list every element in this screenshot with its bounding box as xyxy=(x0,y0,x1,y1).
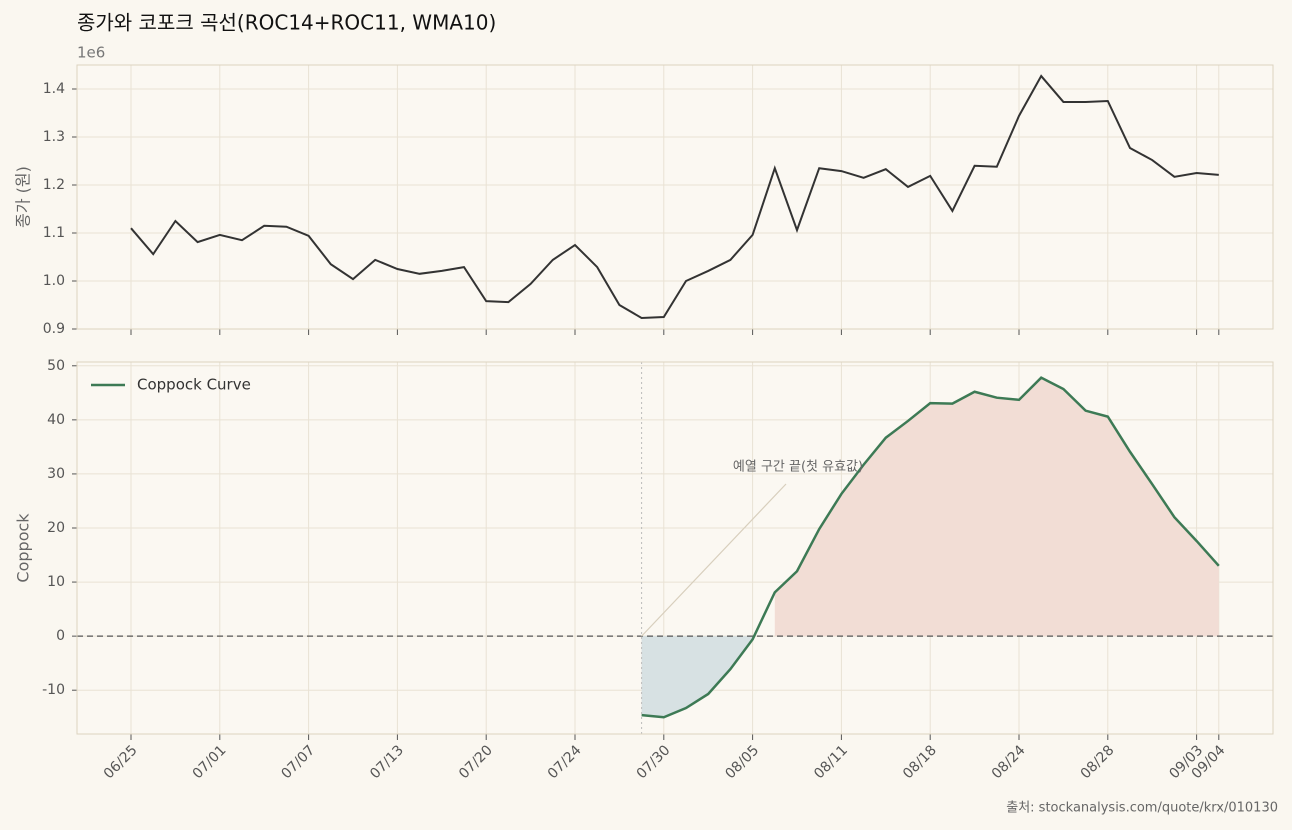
plot-area xyxy=(77,65,1273,329)
plot-frame xyxy=(76,361,1274,735)
y-tick-label: 1.4 xyxy=(43,81,65,97)
y-tick-label: 10 xyxy=(47,574,65,590)
y-tick-label: 1.0 xyxy=(43,273,65,289)
y-tick-label: 1.2 xyxy=(43,177,65,193)
annotation: 예열 구간 끝(첫 유효값) xyxy=(733,460,863,475)
y-tick-label: 1.1 xyxy=(43,225,65,241)
y-axis-label: 종가 (원) xyxy=(14,166,33,228)
y-axis-label: Coppock xyxy=(14,513,33,583)
chart-title: 종가와 코포크 곡선(ROC14+ROC11, WMA10) xyxy=(77,11,496,35)
price-line xyxy=(130,74,1219,319)
y-tick-label: 50 xyxy=(47,358,65,374)
y-tick-label: 0.9 xyxy=(43,321,65,337)
offset-text: 1e6 xyxy=(77,44,105,62)
positive-fill xyxy=(774,377,1219,637)
plot-frame xyxy=(76,64,1274,330)
source: 출처: stockanalysis.com/quote/krx/010130 xyxy=(1006,801,1278,816)
y-tick-label: 40 xyxy=(47,412,65,428)
y-tick-label: 0 xyxy=(56,628,65,644)
coppock-line xyxy=(641,376,1220,719)
legend-label: Coppock Curve xyxy=(137,376,251,394)
annotation-arrow xyxy=(641,483,787,637)
y-tick-label: 30 xyxy=(47,466,65,482)
y-tick-label: 1.3 xyxy=(43,129,65,145)
y-tick-label: 20 xyxy=(47,520,65,536)
y-tick-label: -10 xyxy=(42,682,65,698)
negative-fill xyxy=(641,636,753,718)
